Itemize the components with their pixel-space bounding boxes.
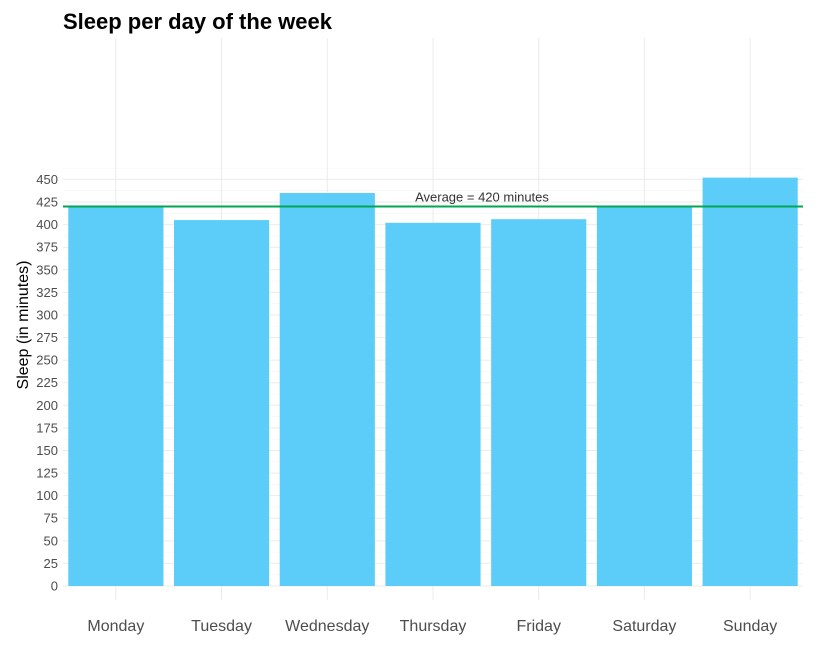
y-tick-label: 175 [36,420,58,435]
y-tick-label: 375 [36,240,58,255]
y-tick-label: 150 [36,443,58,458]
y-tick-label: 75 [44,511,58,526]
y-tick-label: 25 [44,556,58,571]
x-tick-label-friday: Friday [516,618,560,635]
x-tick-label-wednesday: Wednesday [285,618,369,635]
x-tick-label-sunday: Sunday [723,618,777,635]
x-tick-label-tuesday: Tuesday [191,618,252,635]
y-tick-label: 425 [36,195,58,210]
y-tick-label: 50 [44,533,58,548]
y-tick-label: 250 [36,353,58,368]
bars [68,177,798,587]
y-axis-ticks: 0 25 50 75 100 125 150 175 200 225 250 275 300 325 350… [36,172,58,594]
y-tick-label: 450 [36,172,58,187]
y-axis-label: Sleep (in minutes) [15,261,32,390]
bar-thursday [385,222,481,586]
y-tick-label: 275 [36,330,58,345]
bar-monday [68,206,164,586]
y-tick-label: 125 [36,466,58,481]
x-tick-label-monday: Monday [87,618,144,635]
y-tick-label: 325 [36,285,58,300]
bar-sunday [702,177,798,587]
average-line-label: Average = 420 minutes [415,190,549,205]
y-tick-label: 300 [36,307,58,322]
bar-saturday [596,207,692,586]
x-tick-label-saturday: Saturday [612,618,676,635]
chart-title: Sleep per day of the week [63,9,333,34]
y-tick-label: 225 [36,375,58,390]
y-tick-label: 100 [36,488,58,503]
y-tick-label: 400 [36,217,58,232]
y-tick-label: 0 [51,579,58,594]
bar-tuesday [174,220,270,586]
y-tick-label: 350 [36,262,58,277]
bar-friday [491,219,587,586]
y-tick-label: 200 [36,398,58,413]
x-tick-label-thursday: Thursday [400,618,467,635]
x-axis-ticks: Monday Tuesday Wednesday Thursday Friday Satu… [87,618,777,635]
average-line-group: Average = 420 minutes [63,190,803,208]
bar-wednesday [279,192,375,587]
